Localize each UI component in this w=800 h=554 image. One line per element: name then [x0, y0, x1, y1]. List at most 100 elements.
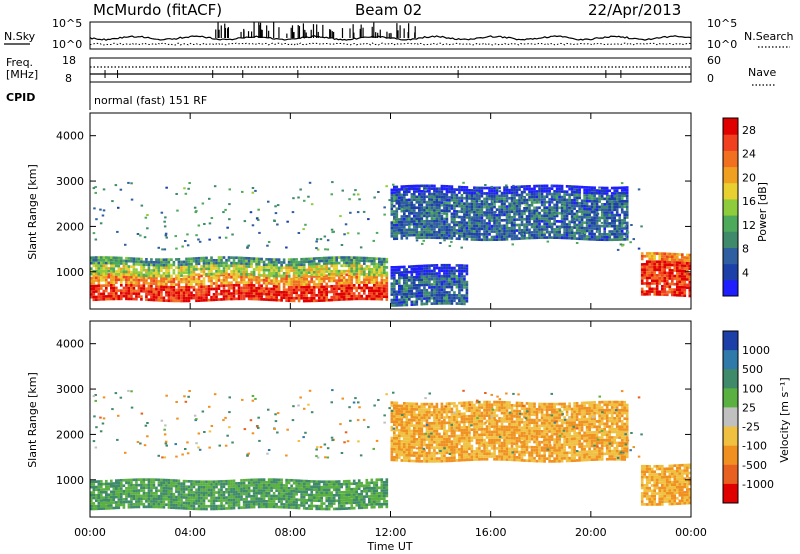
heatmap-cell [182, 263, 186, 266]
heatmap-cell [623, 189, 627, 192]
heatmap-cell [155, 279, 158, 283]
heatmap-cell [430, 283, 434, 286]
heatmap-cell [560, 225, 564, 229]
heatmap-cell [122, 503, 126, 507]
heatmap-cell [310, 260, 314, 263]
heatmap-cell [413, 220, 416, 223]
heatmap-cell [230, 275, 233, 279]
heatmap-cell [140, 478, 143, 481]
heatmap-cell [200, 480, 203, 484]
heatmap-cell [463, 205, 466, 208]
heatmap-cell [465, 197, 469, 200]
heatmap-cell [395, 210, 399, 213]
heatmap-cell [676, 266, 679, 270]
heatmap-cell [645, 263, 649, 266]
heatmap-cell [250, 284, 253, 287]
heatmap-cell [453, 283, 456, 286]
scatter-cell [222, 211, 225, 214]
heatmap-cell [275, 271, 278, 275]
heatmap-cell [97, 491, 101, 494]
heatmap-cell [493, 230, 496, 233]
heatmap-cell [410, 276, 414, 279]
heatmap-cell [668, 277, 672, 280]
heatmap-cell [460, 294, 464, 297]
heatmap-cell [100, 480, 103, 483]
heatmap-cell [448, 187, 451, 191]
heatmap-cell [127, 283, 131, 287]
heatmap-cell [463, 224, 466, 227]
heatmap-cell [565, 201, 569, 204]
heatmap-cell [120, 275, 123, 279]
heatmap-cell [170, 487, 173, 490]
heatmap-cell [205, 491, 208, 494]
heatmap-cell [290, 258, 293, 261]
heatmap-cell [267, 263, 271, 267]
heatmap-cell [658, 274, 662, 277]
heatmap-cell [418, 236, 421, 239]
heatmap-cell [262, 292, 266, 296]
heatmap-cell [317, 296, 321, 300]
heatmap-cell [112, 275, 116, 279]
heatmap-cell [418, 211, 421, 215]
heatmap-cell [503, 235, 506, 238]
heatmap-cell [207, 287, 211, 291]
heatmap-cell [162, 486, 166, 490]
heatmap-cell [413, 228, 416, 231]
scatter-cell [267, 200, 270, 203]
heatmap-cell [580, 204, 584, 208]
scatter-cell [515, 236, 518, 239]
heatmap-cell [560, 233, 564, 237]
heatmap-cell [598, 230, 601, 233]
heatmap-cell [120, 484, 123, 488]
heatmap-cell [295, 271, 298, 275]
heatmap-cell [125, 273, 128, 276]
heatmap-cell [443, 220, 446, 223]
heatmap-cell [112, 482, 116, 485]
heatmap-cell [102, 276, 106, 279]
heatmap-cell [205, 272, 208, 276]
heatmap-cell [200, 288, 203, 291]
heatmap-cell [217, 287, 221, 290]
heatmap-cell [613, 189, 617, 192]
heatmap-cell [413, 187, 416, 191]
heatmap-cell [215, 267, 218, 270]
heatmap-cell [588, 210, 591, 214]
heatmap-cell [227, 284, 231, 287]
heatmap-cell [190, 283, 193, 286]
heatmap-cell [300, 286, 303, 289]
heatmap-cell [207, 274, 211, 277]
heatmap-cell [578, 229, 581, 232]
heatmap-cell [125, 487, 128, 490]
heatmap-cell [172, 484, 176, 488]
heatmap-cell [443, 236, 446, 240]
heatmap-cell [147, 260, 151, 264]
heatmap-cell [625, 208, 629, 211]
heatmap-cell [518, 212, 521, 216]
heatmap-cell [505, 235, 509, 238]
heatmap-cell [613, 197, 617, 201]
heatmap-cell [438, 283, 441, 286]
scatter-cell [490, 185, 493, 188]
heatmap-cell [112, 264, 116, 268]
scatter-cell [316, 238, 319, 241]
heatmap-cell [568, 187, 571, 191]
heatmap-cell [408, 201, 411, 204]
heatmap-cell [237, 292, 241, 295]
heatmap-cell [390, 226, 394, 230]
power-colorbar-tick: 20 [742, 171, 756, 184]
heatmap-cell [460, 224, 464, 227]
heatmap-cell [583, 237, 586, 241]
heatmap-cell [548, 190, 551, 193]
heatmap-cell [192, 273, 196, 277]
scatter-cell [490, 207, 493, 210]
heatmap-cell [555, 228, 559, 231]
heatmap-cell [671, 280, 674, 283]
heatmap-cell [393, 290, 396, 294]
heatmap-cell [360, 259, 364, 262]
heatmap-cell [175, 506, 178, 510]
heatmap-cell [383, 289, 386, 293]
heatmap-cell [555, 201, 559, 204]
heatmap-cell [215, 295, 218, 299]
heatmap-cell [588, 237, 591, 241]
heatmap-cell [230, 294, 233, 298]
